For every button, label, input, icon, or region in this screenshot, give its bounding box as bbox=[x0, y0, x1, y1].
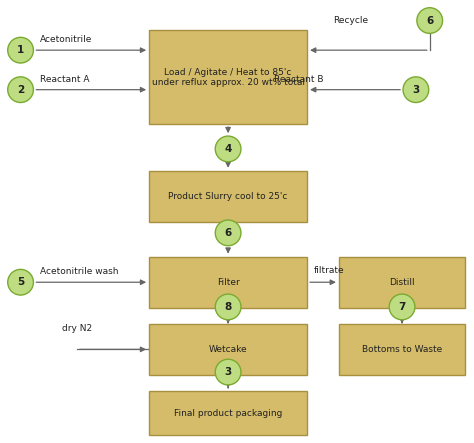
Circle shape bbox=[8, 77, 33, 102]
Text: Bottoms to Waste: Bottoms to Waste bbox=[362, 345, 442, 354]
Text: filtrate: filtrate bbox=[314, 266, 345, 275]
Text: Load / Agitate / Heat to 85'c
under reflux approx. 20 wt% total: Load / Agitate / Heat to 85'c under refl… bbox=[152, 68, 305, 87]
FancyBboxPatch shape bbox=[149, 256, 307, 308]
Text: Distill: Distill bbox=[389, 278, 415, 287]
FancyBboxPatch shape bbox=[339, 324, 465, 375]
Circle shape bbox=[215, 220, 241, 246]
Text: 1: 1 bbox=[17, 45, 24, 55]
Text: Filter: Filter bbox=[217, 278, 239, 287]
Text: 3: 3 bbox=[412, 85, 419, 95]
Text: 3: 3 bbox=[225, 367, 232, 377]
FancyBboxPatch shape bbox=[339, 256, 465, 308]
Circle shape bbox=[403, 77, 428, 102]
Circle shape bbox=[8, 269, 33, 295]
Circle shape bbox=[417, 8, 443, 33]
Text: Recycle: Recycle bbox=[333, 16, 368, 24]
Circle shape bbox=[389, 294, 415, 320]
Text: 7: 7 bbox=[398, 302, 406, 312]
Circle shape bbox=[215, 136, 241, 162]
Circle shape bbox=[8, 37, 33, 63]
Circle shape bbox=[215, 294, 241, 320]
Text: Wetcake: Wetcake bbox=[209, 345, 247, 354]
Text: 6: 6 bbox=[426, 16, 433, 26]
Text: 2: 2 bbox=[17, 85, 24, 95]
Text: Reactant B: Reactant B bbox=[274, 75, 324, 84]
Text: Acetonitrile wash: Acetonitrile wash bbox=[40, 267, 119, 276]
Text: 4: 4 bbox=[224, 144, 232, 154]
Text: 5: 5 bbox=[17, 277, 24, 287]
FancyBboxPatch shape bbox=[149, 324, 307, 375]
Text: 8: 8 bbox=[225, 302, 232, 312]
Text: Product Slurry cool to 25'c: Product Slurry cool to 25'c bbox=[168, 192, 288, 201]
Text: dry N2: dry N2 bbox=[62, 323, 92, 333]
FancyBboxPatch shape bbox=[149, 171, 307, 222]
Text: Acetonitrile: Acetonitrile bbox=[40, 35, 93, 44]
Text: 6: 6 bbox=[225, 228, 232, 238]
FancyBboxPatch shape bbox=[149, 31, 307, 124]
Text: Reactant A: Reactant A bbox=[40, 75, 90, 84]
Text: Final product packaging: Final product packaging bbox=[174, 408, 283, 418]
FancyBboxPatch shape bbox=[149, 391, 307, 435]
Circle shape bbox=[215, 359, 241, 385]
